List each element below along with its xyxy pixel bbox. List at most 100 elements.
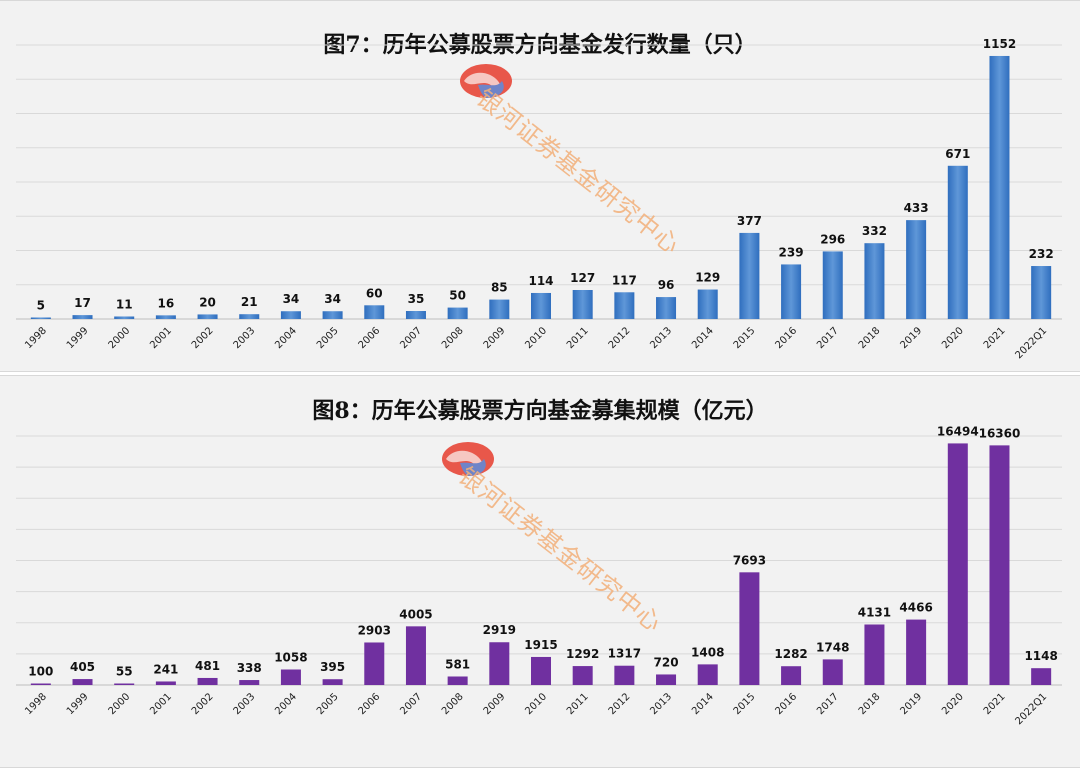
bar	[572, 290, 593, 319]
bar	[989, 55, 1010, 320]
x-tick-label: 2011	[565, 691, 591, 717]
data-label: 34	[324, 292, 341, 306]
bar	[1031, 266, 1052, 319]
bar	[739, 232, 760, 319]
bar	[489, 299, 510, 319]
x-tick-label: 2003	[232, 325, 258, 351]
data-label: 16	[158, 296, 175, 310]
data-label: 332	[862, 224, 887, 238]
x-tick-label: 1999	[65, 691, 91, 717]
x-tick-label: 2007	[398, 325, 424, 351]
x-tick-label: 2015	[732, 325, 758, 351]
chart-panel-fund-size: 图8：历年公募股票方向基金募集规模（亿元） 100 1998 405 1999 55 20…	[0, 375, 1080, 768]
data-label: 338	[237, 661, 262, 675]
x-tick-label: 2021	[982, 325, 1008, 351]
x-tick-label: 2000	[107, 325, 133, 351]
x-tick-label: 2008	[440, 325, 466, 351]
x-tick-label: 2018	[857, 691, 883, 717]
data-label: 1058	[274, 651, 307, 665]
data-label: 1148	[1024, 649, 1057, 663]
x-tick-label: 2012	[607, 325, 633, 351]
bar	[364, 642, 385, 685]
data-label: 17	[74, 296, 91, 310]
bar	[739, 572, 760, 685]
x-tick-label: 2004	[273, 691, 299, 717]
bar	[614, 665, 635, 685]
x-tick-label: 2013	[648, 325, 674, 351]
x-tick-label: 2000	[107, 691, 133, 717]
bar	[489, 642, 510, 685]
data-label: 1292	[566, 647, 599, 661]
data-label: 1317	[608, 647, 641, 661]
data-label: 60	[366, 286, 383, 300]
x-tick-label: 2004	[273, 325, 299, 351]
data-label: 117	[612, 273, 637, 287]
bar	[697, 289, 718, 319]
data-label: 16494	[937, 424, 979, 438]
bar	[155, 315, 176, 319]
x-tick-label: 2019	[898, 691, 924, 717]
data-label: 96	[658, 278, 675, 292]
data-label: 4466	[899, 601, 932, 615]
data-label: 50	[449, 289, 466, 303]
x-tick-label: 2018	[857, 325, 883, 351]
bar	[656, 297, 677, 319]
data-label: 2903	[358, 623, 391, 637]
bar	[280, 669, 301, 685]
bar	[114, 683, 135, 685]
bar	[72, 315, 93, 319]
data-label: 395	[320, 660, 345, 674]
bar	[781, 264, 802, 319]
bar	[322, 311, 343, 319]
bar	[656, 674, 677, 685]
data-label: 1748	[816, 640, 849, 654]
x-tick-label: 2020	[940, 325, 966, 351]
data-label: 1408	[691, 645, 724, 659]
bar	[530, 292, 552, 319]
data-label: 296	[820, 232, 845, 246]
bar-chart-fund-count: 5 1998 17 1999 11 2000 16 2001 20 2002 21 2003 34 200…	[16, 37, 1062, 361]
bar	[30, 683, 51, 685]
x-tick-label: 2015	[732, 691, 758, 717]
data-label: 11	[116, 297, 133, 311]
bar	[530, 656, 552, 685]
x-tick-label: 2005	[315, 325, 341, 351]
data-label: 7693	[733, 553, 766, 567]
x-tick-label: 2006	[357, 691, 383, 717]
x-tick-label: 1998	[23, 325, 49, 351]
bar	[822, 659, 843, 685]
x-tick-label: 2012	[607, 691, 633, 717]
x-tick-label: 2016	[773, 325, 799, 351]
data-label: 85	[491, 281, 508, 295]
bar	[947, 443, 968, 685]
data-label: 232	[1029, 247, 1054, 261]
data-label: 720	[654, 655, 679, 669]
x-tick-label: 2019	[898, 325, 924, 351]
bar	[947, 165, 968, 319]
bar	[197, 677, 218, 685]
bar	[989, 445, 1010, 685]
x-tick-label: 2010	[523, 691, 549, 717]
bar	[239, 314, 260, 319]
bar	[30, 317, 51, 319]
data-label: 481	[195, 659, 220, 673]
data-label: 671	[945, 147, 970, 161]
data-label: 129	[695, 271, 720, 285]
x-tick-label: 2008	[440, 691, 466, 717]
data-label: 241	[153, 662, 178, 676]
x-tick-label: 2007	[398, 691, 424, 717]
data-label: 55	[116, 665, 133, 679]
bar	[197, 314, 218, 319]
x-tick-label: 2022Q1	[1013, 691, 1049, 727]
bar	[447, 307, 468, 319]
data-label: 34	[283, 292, 300, 306]
x-tick-label: 2020	[940, 691, 966, 717]
bar	[864, 243, 885, 319]
data-label: 127	[570, 271, 595, 285]
data-label: 4131	[858, 605, 891, 619]
bar	[1031, 668, 1052, 685]
x-tick-label: 2021	[982, 691, 1008, 717]
x-tick-label: 1998	[23, 691, 49, 717]
bar	[447, 676, 468, 685]
bar	[322, 679, 343, 685]
